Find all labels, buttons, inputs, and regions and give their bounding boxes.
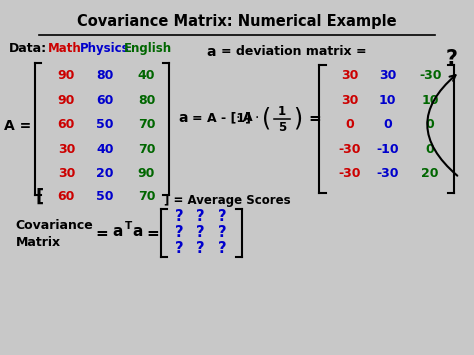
- Text: 90: 90: [138, 168, 155, 180]
- Text: 20: 20: [96, 168, 114, 180]
- Text: ?: ?: [196, 225, 205, 240]
- Text: 30: 30: [341, 69, 359, 82]
- Text: A: A: [243, 111, 252, 124]
- Text: 0: 0: [346, 118, 355, 131]
- Text: 70: 70: [138, 118, 155, 131]
- Text: A =: A =: [4, 119, 31, 133]
- Text: Matrix: Matrix: [16, 236, 61, 249]
- Text: 1: 1: [278, 105, 286, 118]
- Text: 50: 50: [96, 118, 114, 131]
- Text: Covariance: Covariance: [16, 219, 93, 231]
- Text: $\bf{a}$: $\bf{a}$: [132, 224, 144, 239]
- Text: =: =: [309, 111, 321, 126]
- Text: $\bf{a}$: $\bf{a}$: [206, 45, 217, 59]
- Text: ): ): [293, 106, 303, 130]
- Text: Math: Math: [48, 42, 82, 55]
- Text: 0: 0: [426, 143, 435, 156]
- Text: ?: ?: [175, 225, 184, 240]
- Text: 30: 30: [379, 69, 396, 82]
- Text: $\bf{a}$: $\bf{a}$: [178, 111, 189, 125]
- Text: 10: 10: [421, 93, 439, 106]
- Text: Physics: Physics: [80, 42, 130, 55]
- Text: ?: ?: [218, 209, 226, 224]
- Text: 80: 80: [138, 93, 155, 106]
- Text: 0: 0: [426, 118, 435, 131]
- Text: =: =: [96, 226, 109, 241]
- Text: = A - [1]: = A - [1]: [192, 111, 251, 124]
- Text: Data:: Data:: [9, 42, 46, 55]
- Text: -30: -30: [339, 143, 361, 156]
- Text: [: [: [36, 188, 44, 206]
- Text: 70: 70: [138, 143, 155, 156]
- Text: -10: -10: [376, 143, 399, 156]
- Text: ?: ?: [175, 209, 184, 224]
- Text: 0: 0: [383, 118, 392, 131]
- Text: ?: ?: [218, 225, 226, 240]
- Text: = deviation matrix =: = deviation matrix =: [220, 45, 366, 59]
- Text: ?: ?: [175, 241, 184, 256]
- Text: ] = Average Scores: ] = Average Scores: [164, 194, 291, 207]
- Text: 5: 5: [278, 121, 286, 134]
- Text: $\bf{a}$: $\bf{a}$: [112, 224, 123, 239]
- Text: 60: 60: [96, 93, 114, 106]
- Text: =: =: [146, 226, 159, 241]
- Text: ?: ?: [218, 241, 226, 256]
- Text: T: T: [125, 221, 132, 231]
- Text: ?: ?: [196, 209, 205, 224]
- Text: ·: ·: [255, 111, 259, 125]
- Text: 40: 40: [138, 69, 155, 82]
- Text: -30: -30: [419, 69, 441, 82]
- Text: 90: 90: [58, 69, 75, 82]
- Text: 60: 60: [58, 190, 75, 203]
- Text: 20: 20: [421, 168, 439, 180]
- Text: 30: 30: [341, 93, 359, 106]
- Text: (: (: [262, 106, 271, 130]
- Text: 70: 70: [138, 190, 155, 203]
- Text: 40: 40: [96, 143, 114, 156]
- Text: ?: ?: [446, 49, 457, 69]
- Text: Covariance Matrix: Numerical Example: Covariance Matrix: Numerical Example: [77, 14, 397, 29]
- Text: 10: 10: [379, 93, 397, 106]
- Text: English: English: [123, 42, 172, 55]
- Text: 50: 50: [96, 190, 114, 203]
- Text: -30: -30: [376, 168, 399, 180]
- Text: 30: 30: [58, 168, 75, 180]
- Text: 90: 90: [58, 93, 75, 106]
- Text: 80: 80: [96, 69, 114, 82]
- Text: -30: -30: [339, 168, 361, 180]
- Text: ·: ·: [236, 111, 240, 125]
- Text: 60: 60: [58, 118, 75, 131]
- Text: ?: ?: [196, 241, 205, 256]
- Text: 30: 30: [58, 143, 75, 156]
